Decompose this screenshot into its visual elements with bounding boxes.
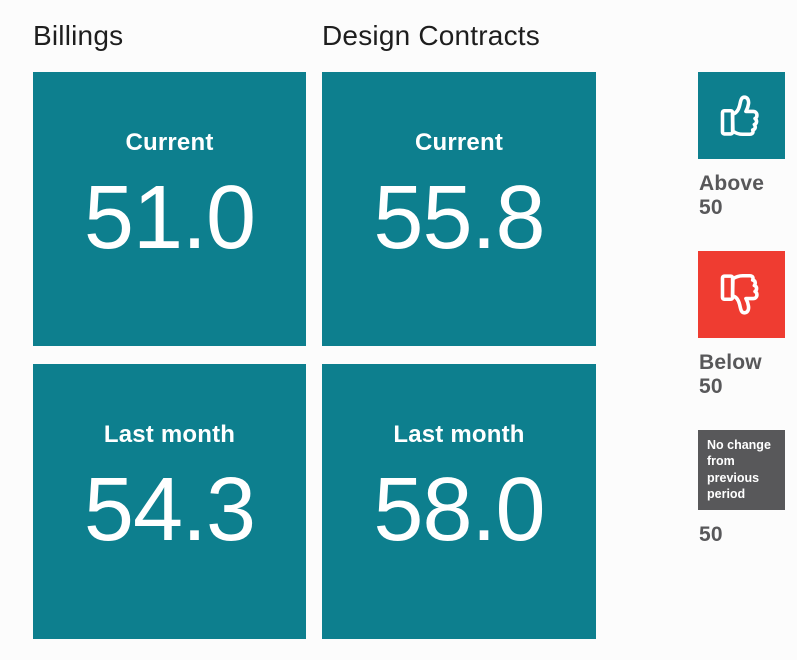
card-billings-current: Current 51.0 (33, 72, 306, 346)
card-design-contracts-current: Current 55.8 (322, 72, 596, 346)
above-50-swatch (698, 72, 785, 159)
legend-item-below-50: Below 50 (698, 251, 790, 399)
card-label: Last month (103, 421, 236, 448)
column-title-billings: Billings (33, 20, 124, 51)
legend-item-above-50: Above 50 (698, 72, 790, 220)
card-value: 54.3 (83, 459, 256, 560)
legend-item-no-change: No change from previous period 50 (698, 430, 790, 547)
no-change-text: No change from previous period (707, 438, 771, 501)
card-label: Current (125, 129, 214, 156)
card-value: 51.0 (83, 167, 256, 268)
column-title-design-contracts: Design Contracts (322, 20, 540, 51)
thumbs-up-icon (720, 95, 759, 137)
card-value: 55.8 (373, 167, 545, 268)
legend-label-above-50: Above 50 (699, 172, 765, 219)
thumbs-down-icon (720, 273, 759, 315)
legend: Above 50 Below 50 No change from previou… (698, 72, 790, 547)
card-design-contracts-last-month: Last month 58.0 (322, 364, 596, 639)
no-change-swatch: No change from previous period (698, 430, 785, 510)
card-value: 58.0 (373, 459, 545, 560)
below-50-swatch (698, 251, 785, 338)
card-label: Last month (393, 421, 525, 448)
legend-label-below-50: Below 50 (699, 351, 762, 398)
legend-label-50: 50 (699, 523, 723, 546)
card-label: Current (414, 129, 504, 156)
card-billings-last-month: Last month 54.3 (33, 364, 306, 639)
